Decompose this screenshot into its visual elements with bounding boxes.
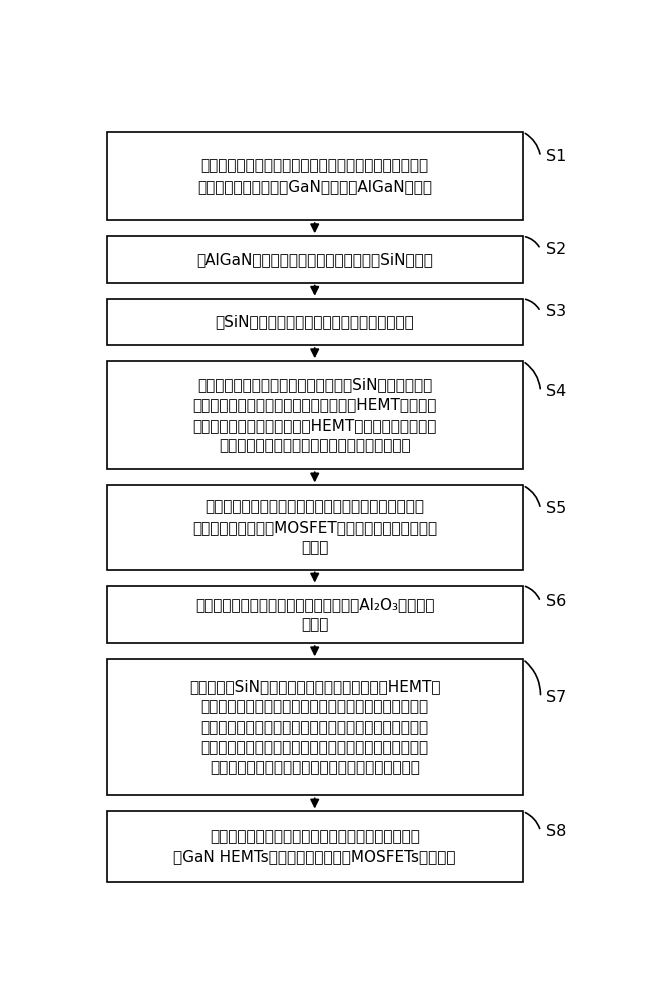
Text: S8: S8 xyxy=(546,824,566,839)
Text: S6: S6 xyxy=(546,594,566,609)
Text: S4: S4 xyxy=(546,384,566,399)
Text: 在栅介质层远离衬底的一侧表面制作第二栅电极，形
成GaN HEMTs与顶层氢终端金刚石MOSFETs集成结构: 在栅介质层远离衬底的一侧表面制作第二栅电极，形 成GaN HEMTs与顶层氢终端… xyxy=(173,829,456,864)
Text: S3: S3 xyxy=(546,304,566,319)
Bar xyxy=(107,361,523,469)
Text: S1: S1 xyxy=(546,149,566,164)
Bar xyxy=(107,299,523,345)
Text: 提供一衬底，并在衬底表面生长外延结构，外延结构包括
依次生长于衬底表面的GaN缓冲层和AlGaN势垒层: 提供一衬底，并在衬底表面生长外延结构，外延结构包括 依次生长于衬底表面的GaN缓… xyxy=(197,158,432,194)
Text: 在氢终端金刚石远离衬底的一侧表面沉积Al₂O₃，形成栅
介质层: 在氢终端金刚石远离衬底的一侧表面沉积Al₂O₃，形成栅 介质层 xyxy=(195,597,434,632)
Text: S5: S5 xyxy=(546,501,566,516)
Bar xyxy=(107,485,523,570)
Text: 对金刚石层进行氢终端处理后，并在氢终端金刚石远离
衬底的一侧表面制作MOSFET器件的第二源电极和第二
漏电极: 对金刚石层进行氢终端处理后，并在氢终端金刚石远离 衬底的一侧表面制作MOSFET… xyxy=(192,500,437,555)
Bar xyxy=(107,811,523,882)
Text: 刻蚀去除部分金刚石层后，在暴露出的SiN介质层刻蚀源
电极槽和漏电极槽，并在源电极槽中制作HEMT器件的第
一源电极、在漏电极槽中制作HEMT器件的第一漏电极；: 刻蚀去除部分金刚石层后，在暴露出的SiN介质层刻蚀源 电极槽和漏电极槽，并在源电… xyxy=(193,377,437,453)
Text: 在暴露出的SiN介质层远离衬底的一侧表面制作HEMT器
件的第一栅电极；其中，第一子部与第一栅电极相触，且
沿垂直于衬底所在平面的方向，第一子部的正投影位于第
: 在暴露出的SiN介质层远离衬底的一侧表面制作HEMT器 件的第一栅电极；其中，第… xyxy=(189,679,441,776)
Text: 在AlGaN势垒层远离衬底一侧的表面生长SiN介质层: 在AlGaN势垒层远离衬底一侧的表面生长SiN介质层 xyxy=(197,252,433,267)
Bar xyxy=(107,659,523,795)
Bar xyxy=(107,236,523,283)
Text: S2: S2 xyxy=(546,242,566,257)
Text: 在SiN介质层远离衬底一侧的表面生长金刚石层: 在SiN介质层远离衬底一侧的表面生长金刚石层 xyxy=(215,314,414,329)
Bar xyxy=(107,586,523,643)
Text: S7: S7 xyxy=(546,690,566,705)
Bar xyxy=(107,132,523,220)
